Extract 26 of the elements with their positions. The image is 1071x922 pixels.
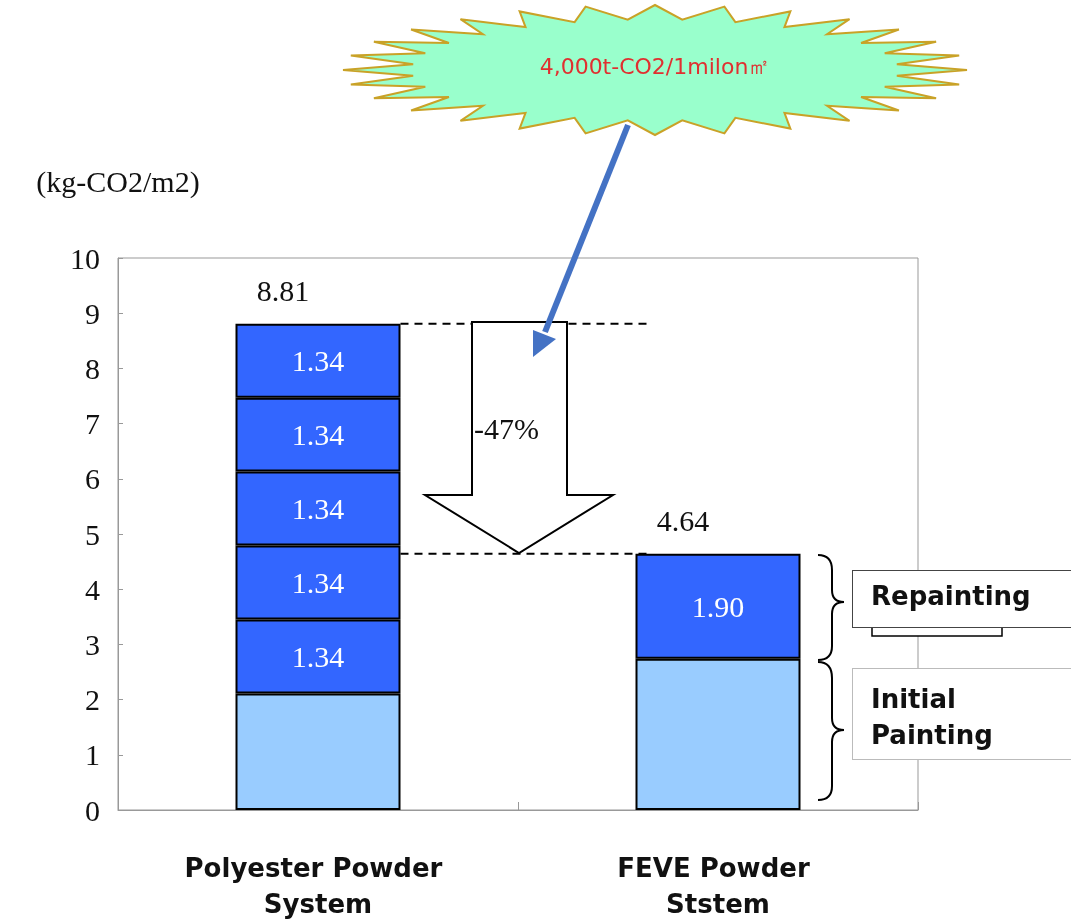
y-tick-label: 0 [85,793,100,827]
annotation: -47% [474,412,539,446]
y-tick-label: 5 [85,517,100,551]
data-label: 1.34 [291,492,345,526]
data-label: 1.90 [691,589,745,623]
y-axis-title: (kg-CO2/m2) [36,164,200,199]
y-tick-label: 3 [85,627,100,661]
data-label: 1.34 [291,344,345,378]
text-box: Repainting [852,570,1071,628]
y-tick-label: 9 [85,296,100,330]
y-tick-label: 6 [85,462,100,496]
x-tick-label: Polyester Powder System [184,853,452,919]
y-tick-label: 7 [85,407,100,441]
y-tick-label: 1 [85,738,100,772]
y-tick-label: 8 [85,351,100,385]
x-tick-label: FEVE Powder Ststem [617,853,819,919]
total-label: 8.81 [256,274,310,308]
data-label: 1.34 [291,418,345,452]
total-label: 4.64 [656,504,710,538]
y-tick-label: 10 [70,241,100,275]
text: 4,000t-CO2/1milon㎡ [538,53,772,81]
y-tick-label: 4 [85,572,100,606]
data-label: 1.34 [291,640,345,674]
y-tick-label: 2 [85,683,100,717]
data-label: 1.34 [291,566,345,600]
text-box: Initial Painting [852,668,1071,760]
